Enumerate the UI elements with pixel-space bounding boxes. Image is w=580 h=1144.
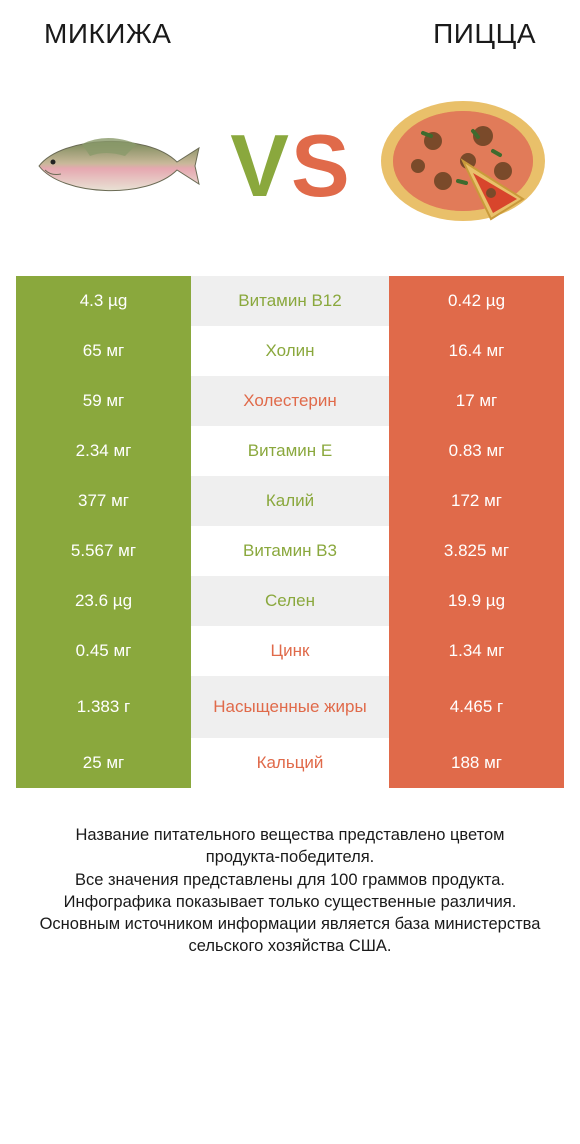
cell-right-value: 3.825 мг	[389, 526, 564, 576]
cell-left-value: 2.34 мг	[16, 426, 191, 476]
cell-nutrient-name: Витамин B12	[191, 276, 389, 326]
infographic-root: МИКИЖА ПИЦЦА	[0, 0, 580, 958]
footer-line: Инфографика показывает только существенн…	[38, 891, 542, 913]
cell-left-value: 59 мг	[16, 376, 191, 426]
cell-left-value: 377 мг	[16, 476, 191, 526]
cell-right-value: 1.34 мг	[389, 626, 564, 676]
cell-right-value: 17 мг	[389, 376, 564, 426]
cell-nutrient-name: Селен	[191, 576, 389, 626]
cell-nutrient-name: Насыщенные жиры	[191, 676, 389, 738]
cell-left-value: 4.3 µg	[16, 276, 191, 326]
cell-left-value: 5.567 мг	[16, 526, 191, 576]
table-row: 25 мгКальций188 мг	[16, 738, 564, 788]
cell-left-value: 25 мг	[16, 738, 191, 788]
cell-right-value: 172 мг	[389, 476, 564, 526]
cell-right-value: 4.465 г	[389, 676, 564, 738]
vs-label: V S	[230, 122, 349, 210]
title-right: ПИЦЦА	[433, 18, 536, 50]
cell-nutrient-name: Холестерин	[191, 376, 389, 426]
table-row: 59 мгХолестерин17 мг	[16, 376, 564, 426]
cell-left-value: 65 мг	[16, 326, 191, 376]
table-row: 4.3 µgВитамин B120.42 µg	[16, 276, 564, 326]
cell-right-value: 0.42 µg	[389, 276, 564, 326]
cell-left-value: 1.383 г	[16, 676, 191, 738]
cell-right-value: 0.83 мг	[389, 426, 564, 476]
footer-line: Основным источником информации является …	[38, 913, 542, 958]
table-row: 2.34 мгВитамин E0.83 мг	[16, 426, 564, 476]
footer-line: Название питательного вещества представл…	[38, 824, 542, 869]
cell-left-value: 23.6 µg	[16, 576, 191, 626]
cell-nutrient-name: Витамин B3	[191, 526, 389, 576]
cell-nutrient-name: Кальций	[191, 738, 389, 788]
cell-nutrient-name: Витамин E	[191, 426, 389, 476]
vs-letter-s: S	[291, 122, 350, 210]
comparison-table: 4.3 µgВитамин B120.42 µg65 мгХолин16.4 м…	[16, 276, 564, 788]
cell-nutrient-name: Холин	[191, 326, 389, 376]
title-left: МИКИЖА	[44, 18, 171, 50]
hero-image-right	[368, 76, 558, 256]
cell-nutrient-name: Цинк	[191, 626, 389, 676]
cell-right-value: 16.4 мг	[389, 326, 564, 376]
table-row: 377 мгКалий172 мг	[16, 476, 564, 526]
table-row: 0.45 мгЦинк1.34 мг	[16, 626, 564, 676]
table-row: 1.383 гНасыщенные жиры4.465 г	[16, 676, 564, 738]
titles-row: МИКИЖА ПИЦЦА	[16, 18, 564, 56]
cell-right-value: 19.9 µg	[389, 576, 564, 626]
pizza-icon	[373, 81, 553, 251]
footer-notes: Название питательного вещества представл…	[16, 788, 564, 958]
hero-image-left	[22, 76, 212, 256]
cell-nutrient-name: Калий	[191, 476, 389, 526]
footer-line: Все значения представлены для 100 граммо…	[38, 869, 542, 891]
cell-left-value: 0.45 мг	[16, 626, 191, 676]
hero-row: V S	[16, 56, 564, 276]
table-row: 5.567 мгВитамин B33.825 мг	[16, 526, 564, 576]
table-row: 23.6 µgСелен19.9 µg	[16, 576, 564, 626]
cell-right-value: 188 мг	[389, 738, 564, 788]
vs-letter-v: V	[230, 122, 289, 210]
fish-icon	[27, 126, 207, 206]
table-row: 65 мгХолин16.4 мг	[16, 326, 564, 376]
